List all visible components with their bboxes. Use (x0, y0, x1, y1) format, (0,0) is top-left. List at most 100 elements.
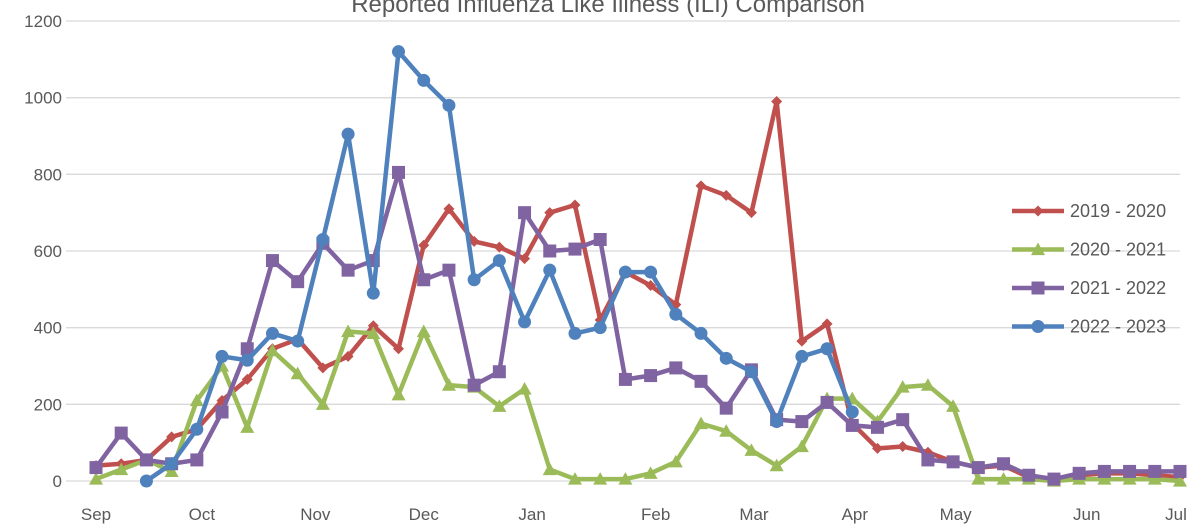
data-point (341, 324, 356, 338)
data-point (644, 369, 658, 383)
data-point (593, 321, 607, 335)
data-point (518, 206, 532, 220)
data-point (1097, 472, 1112, 485)
x-tick-label: May (940, 505, 973, 524)
data-point (770, 415, 784, 429)
x-tick-label: Mar (739, 505, 769, 524)
data-point (544, 207, 556, 219)
data-point (820, 395, 834, 409)
data-point (870, 420, 884, 434)
data-point (366, 286, 380, 300)
data-point (920, 378, 935, 391)
data-point (820, 342, 834, 356)
data-point (418, 239, 430, 251)
y-tick-label: 200 (34, 395, 62, 414)
data-point (694, 374, 708, 388)
data-point (593, 472, 608, 485)
data-point (895, 380, 910, 393)
legend-marker (1031, 242, 1045, 256)
y-tick-label: 1200 (24, 12, 62, 31)
data-point (441, 378, 456, 391)
data-point (467, 273, 481, 287)
data-point (567, 472, 582, 485)
x-tick-label: Jan (518, 505, 545, 524)
data-point (442, 98, 456, 112)
legend-label: 2022 - 2023 (1070, 317, 1166, 337)
data-point (971, 472, 986, 485)
data-point (492, 365, 506, 379)
y-tick-label: 800 (34, 165, 62, 184)
data-point (695, 180, 707, 192)
data-point (568, 242, 582, 256)
x-axis-ticks: Sep Oct Nov Dec Jan Feb Mar Apr May Jun Jul (81, 505, 1187, 524)
data-point (795, 349, 809, 363)
y-tick-label: 600 (34, 242, 62, 261)
data-point (89, 461, 103, 475)
data-point (366, 326, 381, 340)
series-line (93, 99, 1183, 482)
data-point (215, 405, 229, 419)
legend-item: 2020 - 2021 (1012, 240, 1166, 260)
legend-marker (1031, 281, 1045, 295)
data-point (543, 263, 557, 277)
data-point (139, 453, 153, 467)
data-point (896, 413, 910, 427)
y-axis-ticks: 0 200 400 600 800 1000 1200 (24, 12, 62, 491)
data-point (1122, 472, 1137, 485)
data-point (719, 401, 733, 415)
data-point (946, 399, 961, 412)
data-point (795, 415, 809, 429)
data-point (240, 420, 255, 433)
data-point (417, 73, 431, 87)
data-point (1047, 472, 1061, 486)
legend-item: 2022 - 2023 (1012, 317, 1166, 337)
data-point (442, 263, 456, 277)
data-point (744, 365, 758, 379)
data-point (1022, 468, 1036, 482)
data-point (694, 326, 708, 340)
x-tick-label: Apr (842, 505, 869, 524)
series-2022-2023 (139, 45, 859, 488)
x-tick-label: Feb (641, 505, 670, 524)
data-point (265, 254, 279, 268)
data-point (643, 466, 658, 479)
data-point (341, 263, 355, 277)
data-point (291, 275, 305, 289)
data-point (997, 457, 1011, 471)
y-tick-label: 400 (34, 319, 62, 338)
data-point (845, 405, 859, 419)
data-point (719, 351, 733, 365)
data-point (796, 335, 808, 347)
data-point (114, 426, 128, 440)
data-point (315, 397, 330, 410)
data-point (164, 464, 179, 478)
data-point (821, 318, 833, 330)
data-point (871, 442, 883, 454)
data-point (290, 366, 305, 380)
y-tick-label: 0 (53, 472, 62, 491)
data-point (669, 361, 683, 375)
data-point (240, 342, 254, 356)
x-tick-label: Jun (1073, 505, 1100, 524)
data-point (241, 373, 253, 385)
data-point (189, 393, 204, 407)
data-point (341, 127, 355, 141)
data-point (265, 343, 280, 357)
data-point (443, 203, 455, 215)
legend: 2019 - 2020 2020 - 2021 2021 - 2022 2022 - … (1012, 201, 1166, 337)
data-point (467, 378, 481, 392)
data-point (291, 334, 305, 348)
x-tick-label: Jul (1165, 505, 1187, 524)
data-point (492, 399, 507, 412)
legend-item: 2021 - 2022 (1012, 278, 1166, 298)
data-point (719, 424, 734, 437)
data-point (1148, 464, 1162, 478)
chart-title: Reported Influenza Like Illness (ILI) Co… (351, 0, 865, 18)
data-point (89, 472, 103, 485)
data-point (543, 244, 557, 258)
data-point (139, 474, 153, 488)
data-point (897, 441, 909, 452)
series-2020-2021 (89, 324, 1187, 487)
data-point (618, 472, 633, 485)
legend-marker (1031, 320, 1045, 333)
